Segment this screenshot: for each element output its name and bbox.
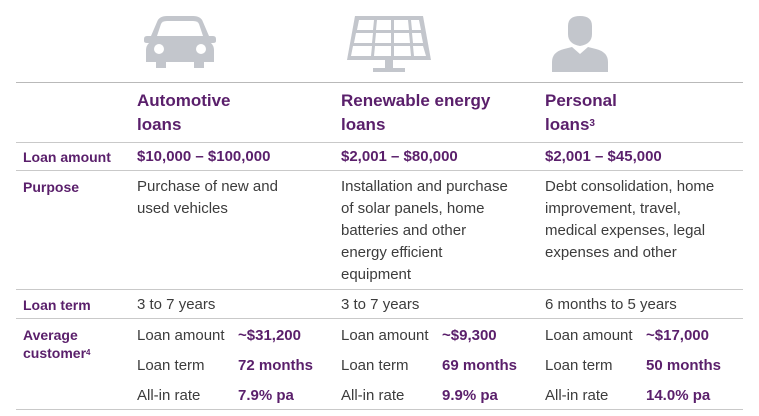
column-header-renewable: Renewable energy loans: [341, 89, 541, 137]
purpose-line: of solar panels, home: [341, 200, 485, 217]
avg-amount-label: Loan amount: [545, 327, 633, 344]
avg-rate-label: All-in rate: [341, 387, 405, 404]
row-label-loan-term: Loan term: [23, 297, 91, 313]
row-divider: [16, 142, 743, 143]
avg-rate-personal: 14.0% pa: [646, 387, 711, 404]
avg-amount-personal: ~$17,000: [646, 327, 709, 344]
row-label-average-customer: Average customer4: [23, 326, 90, 362]
avg-amount-renewable: ~$9,300: [442, 327, 497, 344]
loan-amount-renewable: $2,001 – $80,000: [341, 148, 458, 165]
column-title-line1: Renewable energy: [341, 91, 491, 110]
column-title-line2: loans: [341, 115, 386, 134]
purpose-line: energy efficient: [341, 244, 443, 261]
purpose-line: Debt consolidation, home: [545, 178, 715, 195]
avg-rate-label: All-in rate: [137, 387, 201, 404]
purpose-automotive: Purchase of new and used vehicles: [137, 176, 278, 220]
row-divider: [16, 409, 743, 410]
avg-term-label: Loan term: [545, 357, 613, 374]
solar-panel-icon: [347, 16, 431, 72]
purpose-line: Installation and purchase: [341, 178, 508, 195]
purpose-line: equipment: [341, 266, 412, 283]
avg-rate-renewable: 9.9% pa: [442, 387, 498, 404]
avg-rate-label: All-in rate: [545, 387, 609, 404]
purpose-line: improvement, travel,: [545, 200, 681, 217]
person-icon: [552, 16, 608, 72]
purpose-line: expenses and other: [545, 244, 677, 261]
row-divider: [16, 170, 743, 171]
column-header-automotive: Automotive loans: [137, 89, 337, 137]
row-divider: [16, 289, 743, 290]
row-label-line1: Average: [23, 327, 78, 343]
row-divider: [16, 318, 743, 319]
avg-term-renewable: 69 months: [442, 357, 518, 374]
avg-amount-label: Loan amount: [137, 327, 225, 344]
column-header-personal: Personal loans3: [545, 89, 745, 137]
column-title-line1: Personal: [545, 91, 617, 110]
purpose-line: used vehicles: [137, 200, 228, 217]
avg-term-label: Loan term: [341, 357, 409, 374]
column-title-line1: Automotive: [137, 91, 231, 110]
purpose-line: medical expenses, legal: [545, 222, 706, 239]
row-label-purpose: Purpose: [23, 179, 80, 195]
header-divider: [16, 82, 743, 83]
column-title-line2: loans: [545, 115, 590, 134]
footnote-marker: 3: [589, 118, 595, 129]
car-icon: [144, 16, 216, 68]
avg-term-label: Loan term: [137, 357, 205, 374]
loan-amount-automotive: $10,000 – $100,000: [137, 148, 271, 165]
avg-term-automotive: 72 months: [238, 357, 314, 374]
purpose-renewable: Installation and purchase of solar panel…: [341, 176, 508, 286]
column-title-line2: loans: [137, 115, 182, 134]
row-label-line2: customer: [23, 345, 87, 361]
footnote-marker: 4: [86, 348, 91, 357]
avg-rate-automotive: 7.9% pa: [238, 387, 294, 404]
purpose-line: batteries and other: [341, 222, 467, 239]
loan-amount-personal: $2,001 – $45,000: [545, 148, 662, 165]
row-label-loan-amount: Loan amount: [23, 149, 111, 165]
purpose-personal: Debt consolidation, home improvement, tr…: [545, 176, 714, 264]
loan-term-renewable: 3 to 7 years: [341, 296, 420, 313]
purpose-line: Purchase of new and: [137, 178, 278, 195]
avg-amount-label: Loan amount: [341, 327, 429, 344]
loan-term-automotive: 3 to 7 years: [137, 296, 216, 313]
loan-term-personal: 6 months to 5 years: [545, 296, 677, 313]
avg-term-personal: 50 months: [646, 357, 722, 374]
avg-amount-automotive: ~$31,200: [238, 327, 301, 344]
